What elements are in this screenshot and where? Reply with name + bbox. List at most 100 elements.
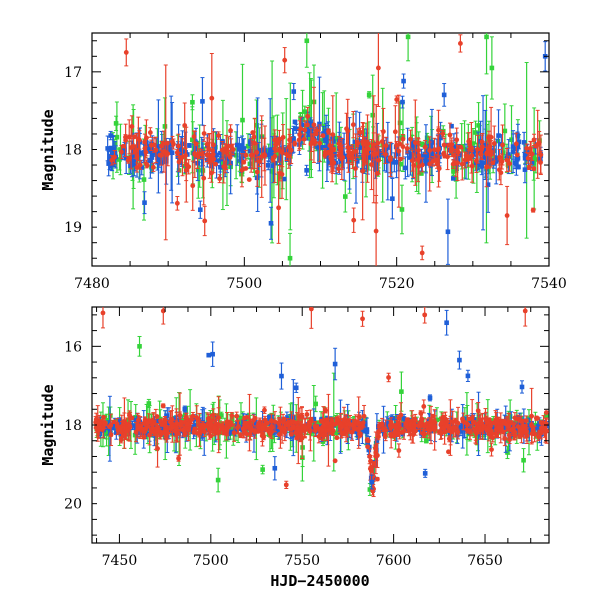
x-tick-label: 7650 — [467, 553, 503, 569]
data-point-green — [489, 36, 495, 100]
data-point-red — [331, 153, 337, 172]
data-point-red — [243, 149, 249, 161]
data-point-red — [484, 146, 489, 188]
data-point-red — [210, 145, 216, 163]
bottom-panel: 7450 7500 7550 7600 7650 16 18 20 Magnitude HJD… — [39, 306, 550, 590]
data-point-red — [391, 433, 397, 439]
data-point-red — [313, 131, 319, 137]
data-point-red — [283, 480, 289, 490]
data-point-red — [228, 138, 234, 155]
data-point-red — [123, 134, 128, 141]
data-point-red — [440, 129, 446, 138]
top-panel: 7480 7500 7520 7540 17 18 19 Magnitude — [39, 32, 567, 292]
data-point-red — [386, 372, 391, 383]
y-tick-label: 19 — [64, 220, 82, 236]
data-point-green — [215, 467, 221, 493]
data-point-red — [382, 433, 388, 439]
data-point-red — [364, 139, 370, 156]
y-tick-label: 18 — [64, 143, 82, 159]
data-point-red — [392, 105, 398, 159]
data-point-red — [217, 174, 223, 184]
data-point-blue — [457, 350, 462, 370]
data-point-red — [419, 157, 425, 173]
data-point-red — [387, 142, 393, 178]
data-point-red — [137, 130, 142, 150]
data-point-red — [305, 122, 310, 128]
data-point-red — [487, 140, 493, 153]
data-point-red — [137, 160, 143, 170]
data-point-red — [207, 427, 212, 433]
data-point-red — [176, 133, 181, 159]
data-point-red — [182, 102, 188, 149]
data-point-blue — [281, 176, 287, 182]
x-tick-label: 7550 — [284, 553, 320, 569]
bottom-panel-points — [93, 307, 549, 498]
data-point-red — [543, 410, 549, 415]
data-point-red — [400, 134, 406, 160]
data-point-red — [202, 205, 208, 237]
data-point-red — [475, 134, 481, 164]
data-point-red — [409, 149, 415, 172]
data-point-green — [399, 184, 405, 235]
data-point-red — [365, 444, 370, 450]
data-point-blue — [182, 405, 188, 413]
x-tick-label: 7500 — [193, 553, 229, 569]
data-point-blue — [410, 143, 415, 149]
data-point-red — [422, 307, 428, 324]
data-point-blue — [510, 133, 516, 160]
data-point-red — [432, 137, 437, 162]
data-point-red — [514, 152, 520, 158]
data-point-red — [360, 310, 365, 327]
data-point-red — [97, 425, 103, 430]
data-point-green — [405, 33, 411, 62]
data-point-red — [224, 144, 230, 157]
data-point-blue — [210, 341, 215, 367]
data-point-red — [209, 53, 215, 144]
data-point-red — [329, 430, 335, 436]
data-point-red — [466, 132, 472, 151]
data-point-red — [109, 155, 115, 166]
data-point-red — [288, 136, 294, 164]
data-point-red — [441, 151, 447, 157]
data-point-red — [201, 125, 207, 142]
data-point-blue — [451, 176, 456, 181]
data-point-red — [504, 185, 510, 246]
data-point-red — [356, 414, 362, 420]
x-tick-label: 7520 — [379, 276, 415, 292]
data-point-green — [260, 464, 265, 475]
data-point-red — [445, 143, 450, 171]
data-point-red — [145, 420, 151, 426]
data-point-blue — [142, 191, 147, 215]
data-point-red — [209, 163, 214, 183]
data-point-red — [332, 421, 338, 427]
x-tick-label: 7480 — [74, 276, 110, 292]
data-point-red — [118, 144, 124, 159]
data-point-red — [499, 153, 505, 170]
data-point-blue — [291, 82, 297, 101]
x-tick-label: 7500 — [227, 276, 263, 292]
top-panel-points — [105, 33, 548, 266]
data-point-red — [179, 420, 184, 425]
data-point-blue — [108, 130, 113, 141]
data-point-green — [113, 115, 119, 132]
data-point-red — [161, 130, 167, 173]
data-point-red — [536, 130, 542, 156]
data-point-green — [137, 335, 142, 357]
data-point-red — [469, 122, 474, 174]
data-point-red — [158, 145, 164, 166]
data-point-red — [462, 151, 468, 169]
top-y-axis-label: Magnitude — [39, 109, 57, 190]
data-point-red — [457, 34, 463, 53]
data-point-red — [101, 414, 106, 420]
data-point-red — [191, 130, 197, 143]
data-point-red — [221, 149, 227, 184]
data-point-red — [153, 136, 159, 164]
data-point-blue — [441, 83, 447, 107]
data-point-red — [262, 406, 267, 414]
data-point-red — [250, 130, 256, 135]
data-point-red — [292, 140, 298, 147]
data-point-red — [507, 155, 512, 172]
data-point-red — [183, 159, 189, 182]
data-point-red — [296, 129, 302, 151]
